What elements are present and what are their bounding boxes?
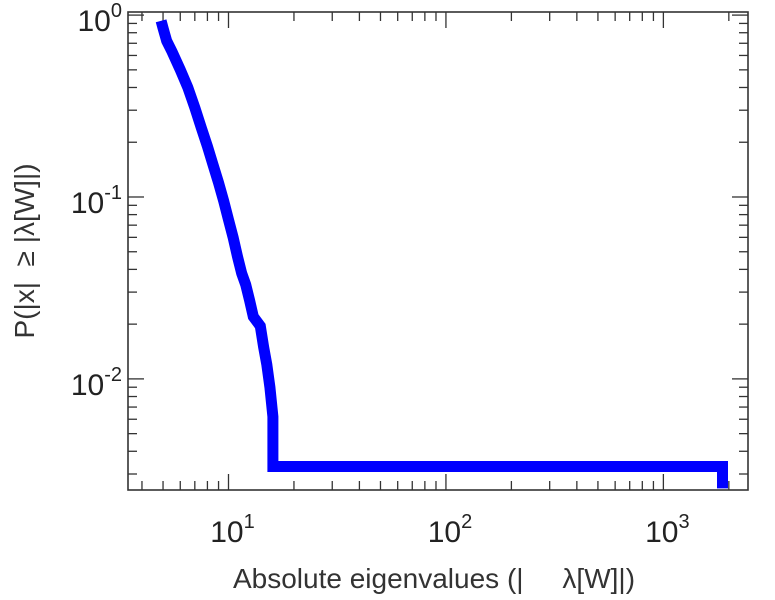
series-group — [155, 19, 728, 489]
x-tick-label: 101 — [210, 511, 255, 549]
tick-labels: 101 102 103 100 10-1 10-2 — [71, 0, 690, 549]
y-axis-label: P(|x| ≥ |λ[W]|) — [9, 163, 40, 338]
x-axis-label: Absolute eigenvalues (| λ[W]|) — [233, 563, 635, 594]
series-line — [155, 19, 728, 489]
plot-frame — [127, 11, 749, 491]
y-tick-label: 10-1 — [71, 182, 122, 220]
y-tick-label: 100 — [78, 0, 123, 38]
y-tick-label: 10-2 — [71, 364, 122, 402]
x-tick-label: 102 — [428, 511, 473, 549]
axis-ticks — [128, 12, 748, 490]
x-tick-label: 103 — [645, 511, 690, 549]
